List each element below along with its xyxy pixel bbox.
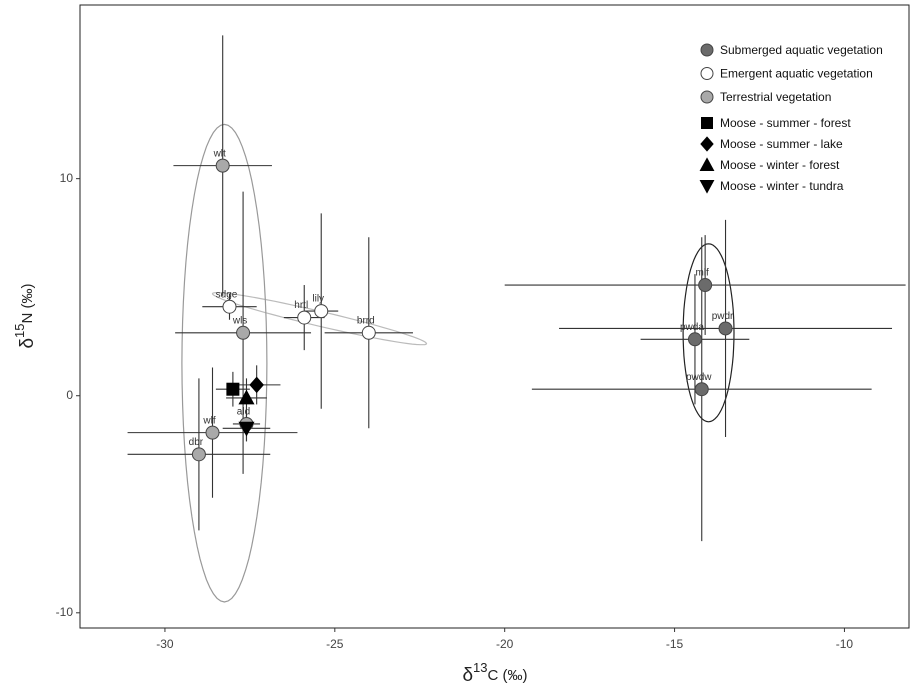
legend-label: Moose - summer - forest — [720, 116, 851, 130]
y-tick-label: 0 — [66, 388, 73, 402]
y-axis-label: δ15N (‰) — [12, 283, 38, 348]
point — [222, 299, 237, 314]
plot-frame — [79, 4, 910, 629]
point — [226, 382, 240, 396]
point — [215, 158, 230, 173]
point — [238, 389, 255, 405]
ellipse — [181, 123, 268, 603]
legend-marker — [699, 180, 715, 194]
legend-label: Moose - winter - forest — [720, 158, 840, 172]
point-label: brrd — [357, 315, 375, 326]
x-label-sup: 13 — [473, 660, 487, 675]
y-label-sup: 15 — [12, 323, 27, 337]
x-label-text: C (‰) — [488, 667, 528, 684]
point-label: wlf — [202, 415, 215, 426]
legend: Submerged aquatic vegetation Emergent aqu… — [699, 43, 883, 194]
legend-label: Submerged aquatic vegetation — [720, 43, 883, 57]
point-label: hrtl — [294, 300, 308, 311]
legend-label: Moose - winter - tundra — [720, 179, 844, 193]
point — [205, 425, 220, 440]
legend-marker — [700, 136, 714, 152]
y-label-prefix: δ — [17, 338, 38, 349]
ellipse — [682, 243, 735, 423]
point-label: lily — [312, 294, 324, 305]
point — [236, 325, 251, 340]
y-tick-label: -10 — [56, 605, 74, 619]
point — [718, 321, 733, 336]
legend-marker — [701, 117, 713, 129]
point-label: pwda — [680, 322, 704, 333]
point-label: ald — [237, 407, 250, 418]
legend-marker — [699, 157, 715, 171]
legend-label: Terrestrial vegetation — [720, 90, 831, 104]
point — [249, 376, 264, 394]
point — [694, 382, 709, 397]
point — [361, 325, 376, 340]
point — [238, 421, 255, 437]
point-label: dbr — [189, 437, 204, 448]
legend-label: Moose - summer - lake — [720, 137, 843, 151]
point — [191, 447, 206, 462]
x-tick-label: -20 — [496, 637, 514, 651]
legend-marker — [700, 67, 714, 80]
x-tick-label: -25 — [326, 637, 344, 651]
point — [698, 278, 713, 293]
ellipses — [181, 123, 735, 603]
point — [297, 310, 312, 325]
point-label: wlt — [213, 148, 226, 159]
legend-label: Emergent aquatic vegetation — [720, 67, 873, 81]
point-label: sdge — [216, 289, 238, 300]
legend-marker — [700, 43, 714, 57]
y-label-text: N (‰) — [19, 283, 36, 323]
x-tick-label: -15 — [666, 637, 684, 651]
point-label: wls — [232, 315, 247, 326]
x-tick-label: -30 — [156, 637, 174, 651]
x-axis-label: δ13C (‰) — [462, 660, 527, 686]
point — [687, 332, 702, 347]
x-label-prefix: δ — [462, 665, 473, 686]
point — [314, 304, 329, 319]
legend-marker — [700, 90, 714, 104]
x-tick-label: -10 — [836, 637, 854, 651]
point-label: mlf — [695, 268, 709, 279]
y-tick-label: 10 — [60, 171, 74, 185]
point-label: pwdr — [712, 311, 734, 322]
error-bars — [127, 35, 906, 542]
points: mlf pwdr pwda pwdw sdge hrtl lily brrd wlt wls wlf… — [189, 148, 734, 462]
point-label: pwdw — [686, 372, 712, 383]
